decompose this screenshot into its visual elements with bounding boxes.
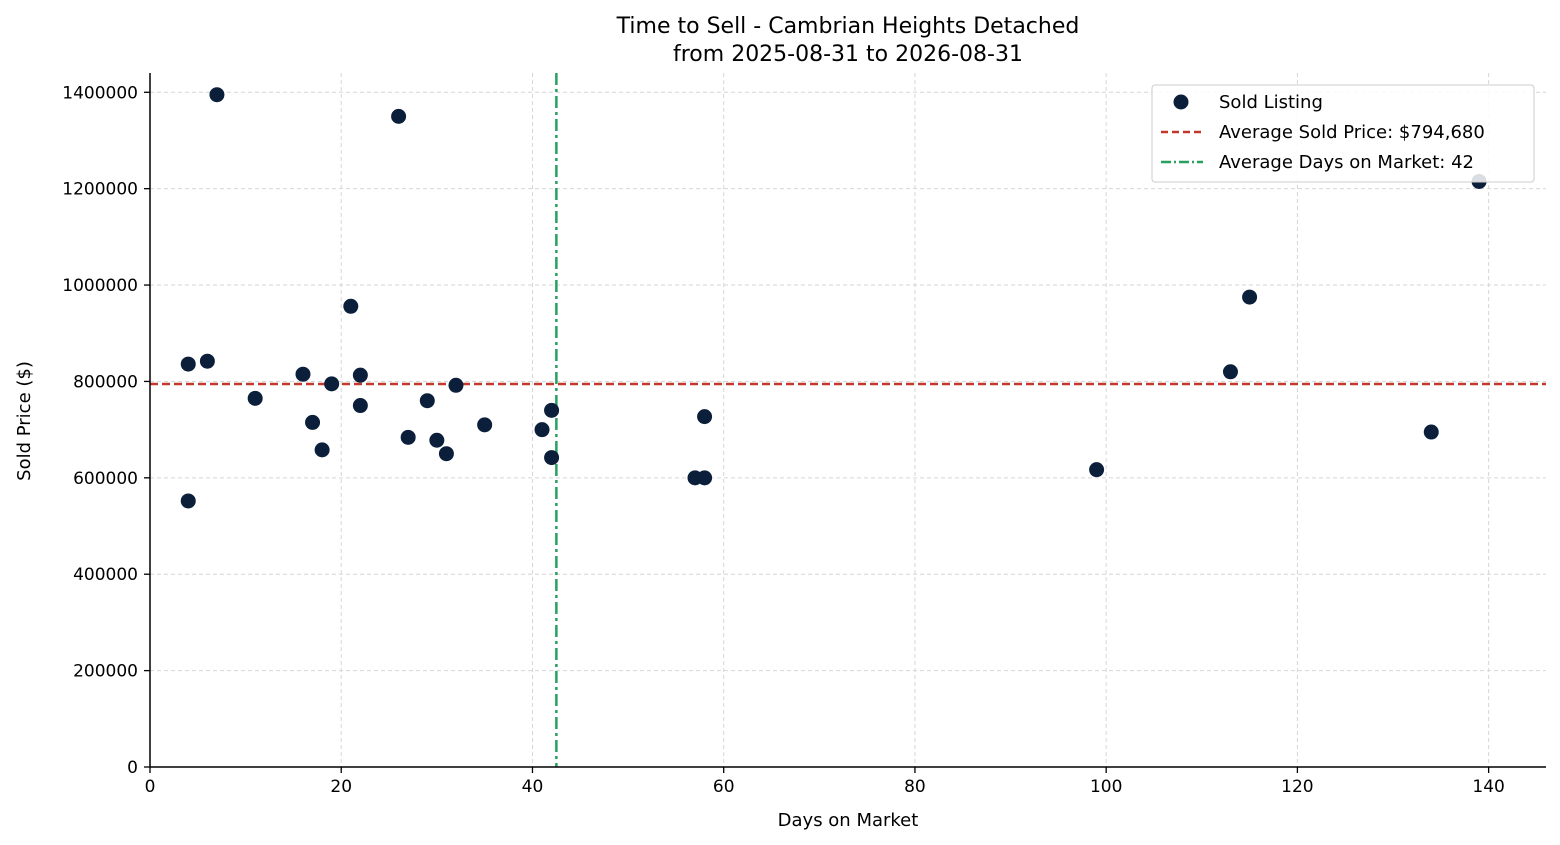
data-point (305, 414, 321, 430)
data-point (314, 442, 330, 458)
chart-title: Time to Sell - Cambrian Heights Detached (616, 14, 1080, 39)
x-tick-label: 80 (904, 777, 926, 797)
data-point (352, 398, 368, 414)
data-point (1089, 462, 1105, 478)
x-tick-label: 100 (1090, 777, 1122, 797)
y-tick-label: 800000 (73, 372, 138, 392)
y-tick-label: 1200000 (62, 180, 138, 200)
y-tick-label: 1000000 (62, 276, 138, 296)
data-point (295, 366, 311, 382)
data-point (391, 108, 407, 124)
data-point (697, 470, 713, 486)
data-point (1423, 424, 1439, 440)
data-point (199, 353, 215, 369)
data-point (534, 422, 550, 438)
data-point (324, 376, 340, 392)
data-point (697, 409, 713, 425)
y-tick-label: 400000 (73, 565, 138, 585)
x-tick-label: 40 (522, 777, 544, 797)
y-tick-label: 200000 (73, 662, 138, 682)
y-tick-label: 1400000 (62, 83, 138, 103)
data-point (1242, 289, 1258, 305)
y-tick-label: 0 (127, 758, 138, 778)
x-tick-label: 60 (713, 777, 735, 797)
data-point (180, 493, 196, 509)
data-point (1222, 364, 1238, 380)
data-point (247, 390, 263, 406)
legend: Sold Listing Average Sold Price: $794,68… (1151, 84, 1535, 183)
data-point (180, 356, 196, 372)
data-point (343, 298, 359, 314)
data-point (544, 450, 560, 466)
data-point (477, 417, 493, 433)
data-point (352, 367, 368, 383)
data-point (448, 377, 464, 393)
tick-labels: 0 20 40 60 80 100 120 140 0 200000 400000 600000 800… (62, 83, 1505, 797)
data-point (419, 393, 435, 409)
x-tick-label: 140 (1472, 777, 1504, 797)
data-points (180, 87, 1487, 509)
reference-lines (150, 73, 1546, 767)
data-point (209, 87, 225, 103)
x-tick-label: 0 (145, 777, 156, 797)
legend-marker-sold-listing (1173, 94, 1189, 110)
y-axis-label: Sold Price ($) (14, 361, 35, 481)
x-tick-label: 20 (330, 777, 352, 797)
chart-subtitle: from 2025-08-31 to 2026-08-31 (673, 42, 1023, 67)
data-point (400, 429, 416, 445)
data-point (429, 432, 445, 448)
legend-label-sold-listing: Sold Listing (1219, 92, 1323, 113)
legend-box (1151, 84, 1535, 183)
x-axis-label: Days on Market (778, 810, 919, 831)
legend-label-avg-price: Average Sold Price: $794,680 (1219, 122, 1485, 143)
data-point (544, 402, 560, 418)
y-tick-label: 600000 (73, 469, 138, 489)
data-point (438, 446, 454, 462)
x-tick-label: 120 (1281, 777, 1313, 797)
legend-label-avg-days: Average Days on Market: 42 (1219, 152, 1474, 173)
